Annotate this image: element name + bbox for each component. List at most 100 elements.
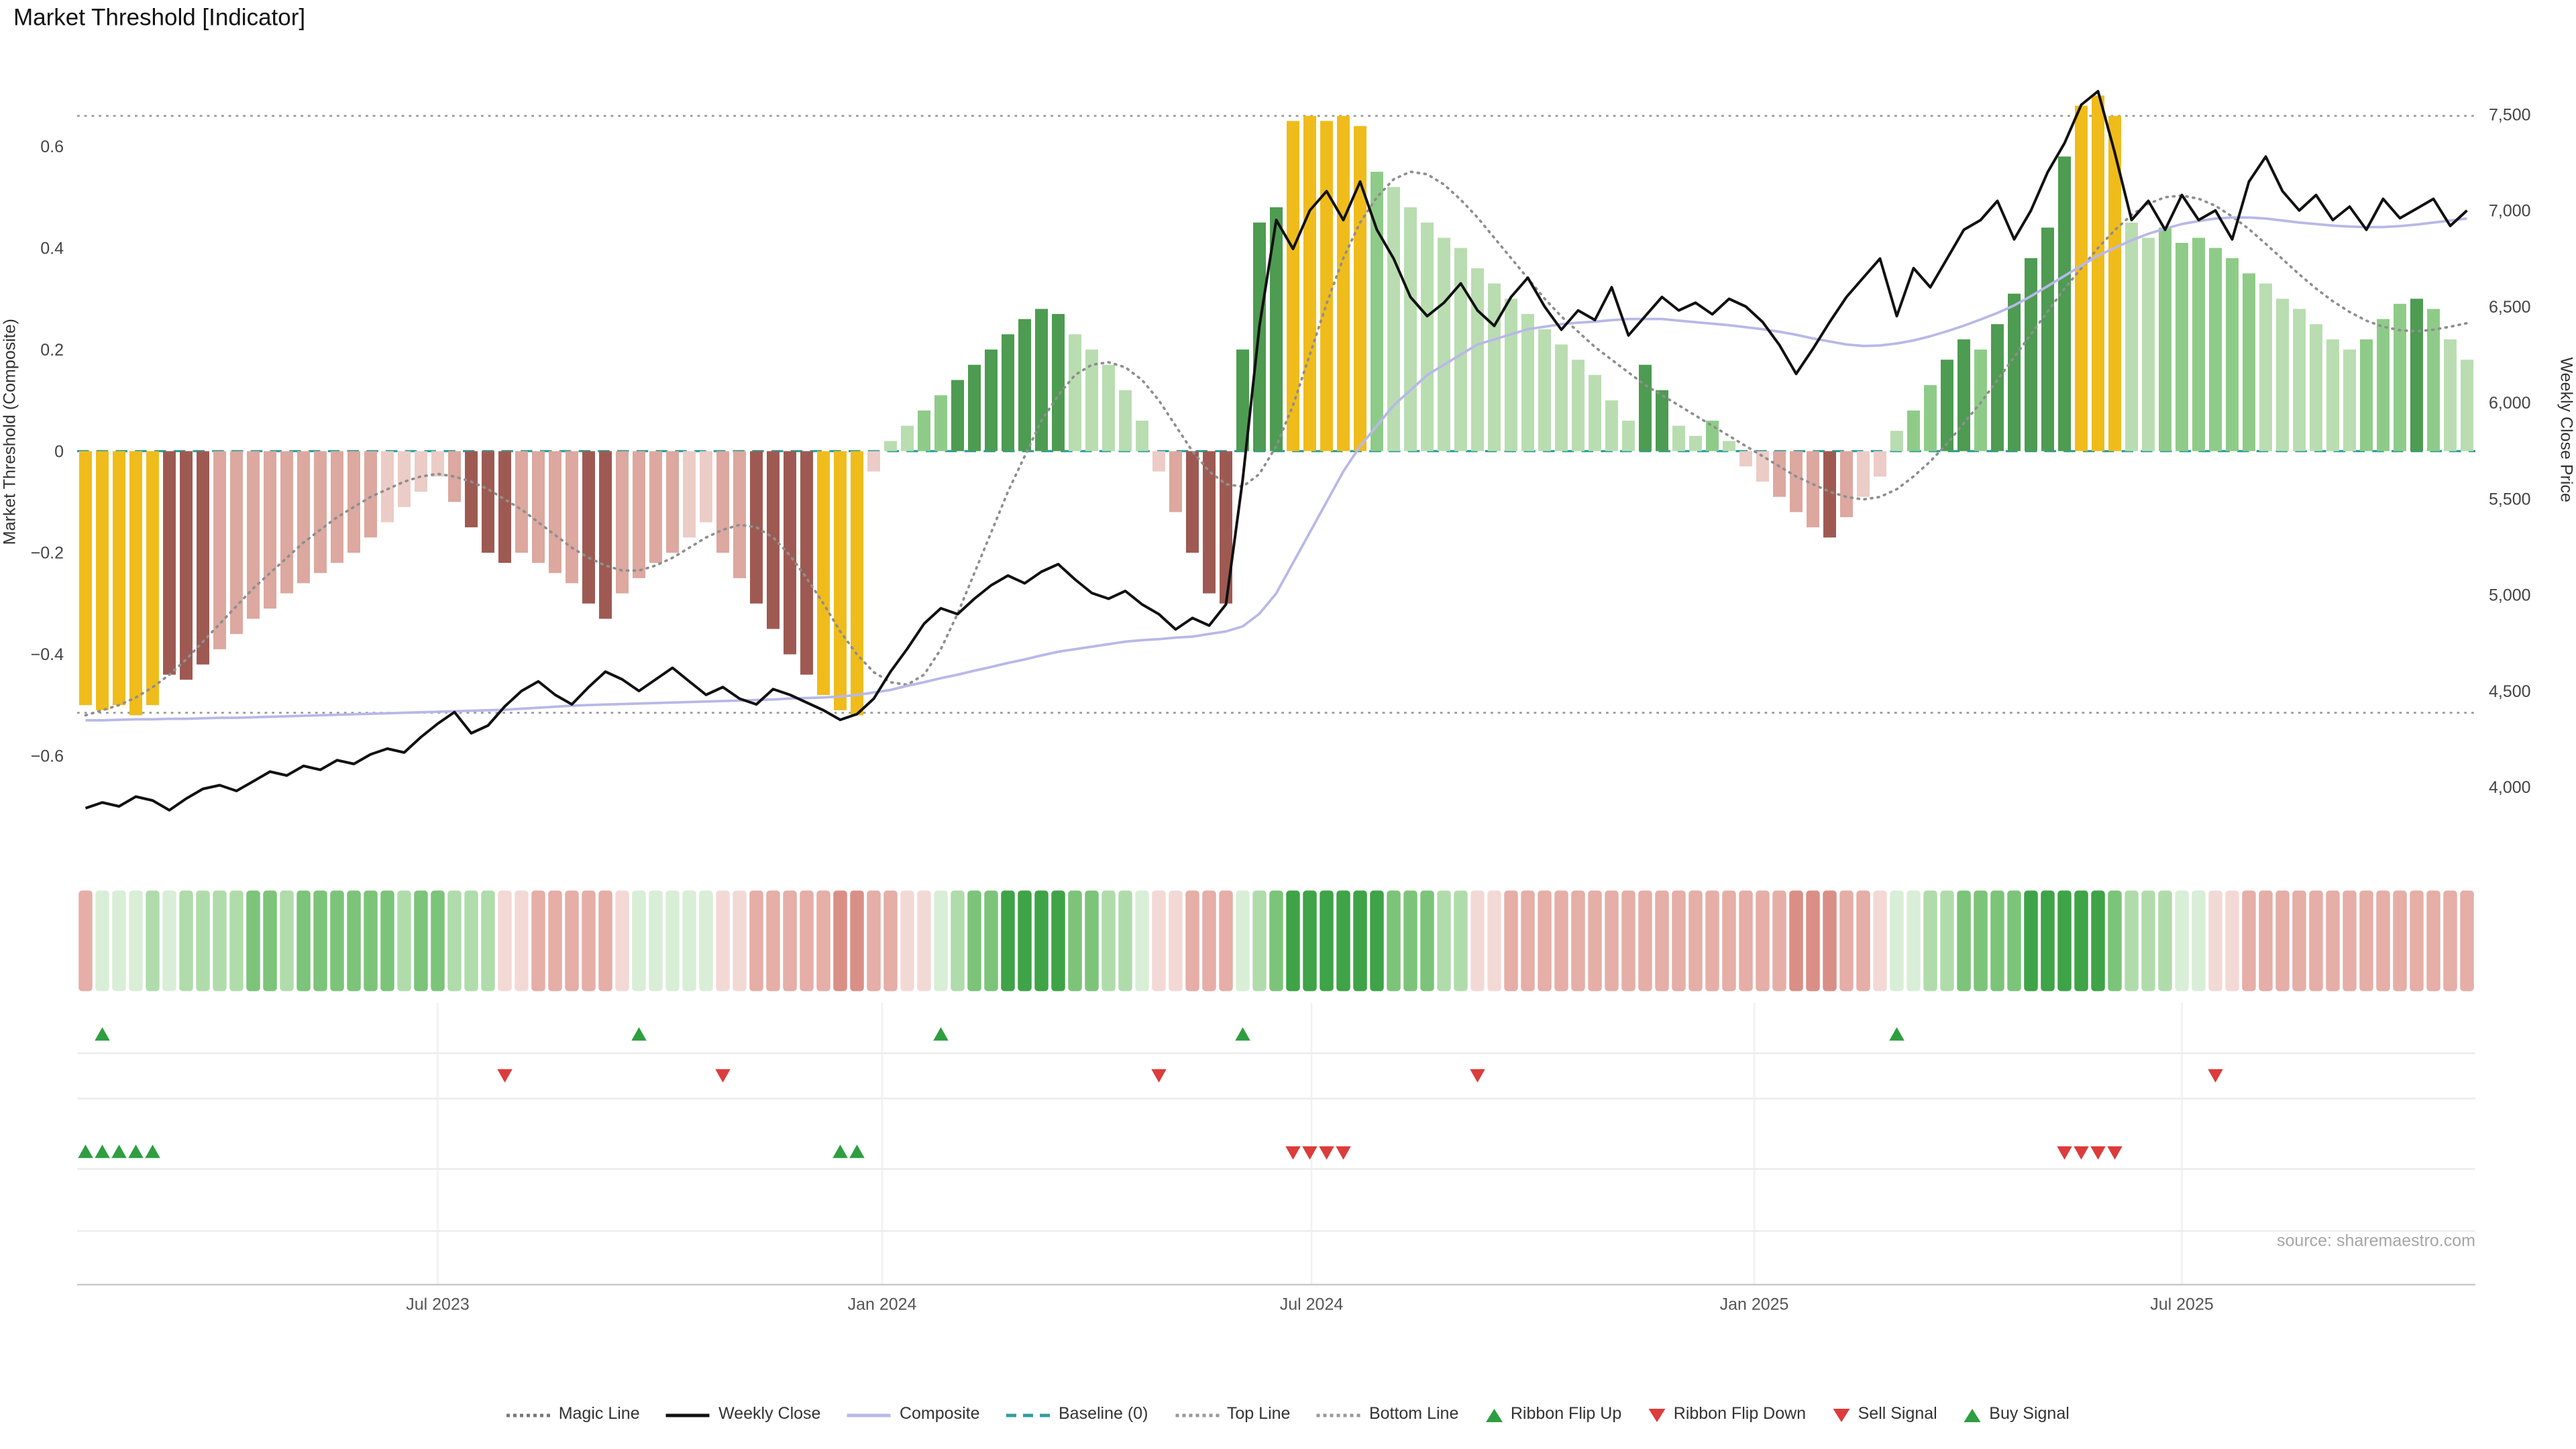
threshold-bar <box>79 451 92 706</box>
ribbon-cell <box>464 890 478 991</box>
threshold-bar <box>1857 451 1870 497</box>
svg-text:Jan 2024: Jan 2024 <box>848 1295 917 1314</box>
bottom-line-glyph <box>1317 1413 1361 1417</box>
threshold-bar <box>448 451 462 502</box>
ribbon-cell <box>598 890 612 991</box>
threshold-bar <box>733 451 746 578</box>
threshold-bar <box>1924 385 1937 451</box>
threshold-bar <box>1035 309 1048 451</box>
svg-text:0: 0 <box>54 442 64 461</box>
ribbon-cell <box>1169 890 1183 991</box>
threshold-bar <box>2310 324 2322 451</box>
ribbon-cell <box>716 890 730 991</box>
ribbon-cell <box>1370 890 1384 991</box>
threshold-bar <box>113 451 125 706</box>
legend-item-magic-line[interactable]: Magic Line <box>506 1405 640 1424</box>
legend-item-baseline-0[interactable]: Baseline (0) <box>1006 1405 1148 1424</box>
legend-item-ribbon-flip-down[interactable]: Ribbon Flip Down <box>1648 1405 1806 1424</box>
threshold-bar <box>247 451 260 619</box>
threshold-bar <box>2343 350 2356 451</box>
ribbon-flip-up-marker <box>1235 1027 1250 1041</box>
svg-text:5,000: 5,000 <box>2489 586 2531 605</box>
threshold-bar <box>1337 115 1350 451</box>
ribbon-cell <box>833 890 847 991</box>
ribbon-cell <box>1890 890 1904 991</box>
sell-signal-marker <box>1336 1146 1351 1160</box>
ribbon-cell <box>1001 890 1015 991</box>
buy-signal-marker <box>128 1144 144 1159</box>
ribbon-cell <box>632 890 646 991</box>
ribbon-cell <box>481 890 495 991</box>
legend-label: Magic Line <box>558 1405 640 1424</box>
ribbon-cell <box>112 890 126 991</box>
threshold-bar <box>2427 309 2440 451</box>
threshold-bar <box>884 441 897 451</box>
svg-text:Jul 2025: Jul 2025 <box>2150 1295 2214 1314</box>
ribbon-cell <box>1990 890 2004 991</box>
threshold-bar <box>331 451 343 564</box>
ribbon-cell <box>1286 890 1300 991</box>
ribbon-cell <box>934 890 948 991</box>
threshold-bar <box>398 451 411 507</box>
ribbon-cell <box>1236 890 1250 991</box>
threshold-bar <box>1303 115 1316 451</box>
threshold-bar <box>515 451 529 553</box>
ribbon-cell <box>1655 890 1669 991</box>
ribbon-cell <box>2376 890 2390 991</box>
legend-label: Sell Signal <box>1858 1405 1937 1424</box>
ribbon-flip-up-glyph <box>1485 1407 1503 1421</box>
ribbon-cell <box>1705 890 1719 991</box>
svg-text:Jul 2024: Jul 2024 <box>1280 1295 1344 1314</box>
legend-item-composite[interactable]: Composite <box>847 1405 980 1424</box>
ribbon-cell <box>1789 890 1803 991</box>
ribbon-cell <box>1806 890 1820 991</box>
ribbon-cell <box>213 890 227 991</box>
legend-item-top-line[interactable]: Top Line <box>1175 1405 1290 1424</box>
threshold-bar <box>2293 309 2306 451</box>
threshold-bar <box>1220 451 1232 604</box>
page-title: Market Threshold [Indicator] <box>13 3 306 30</box>
ribbon-cell <box>1102 890 1116 991</box>
ribbon-cell <box>1739 890 1753 991</box>
legend-item-weekly-close[interactable]: Weekly Close <box>666 1405 820 1424</box>
legend-item-buy-signal[interactable]: Buy Signal <box>1964 1405 2070 1424</box>
ribbon-cell <box>883 890 898 991</box>
ribbon-cell <box>2192 890 2206 991</box>
threshold-bar <box>1488 283 1501 451</box>
threshold-bar <box>867 451 880 472</box>
ribbon-cell <box>1621 890 1635 991</box>
svg-text:0.4: 0.4 <box>40 239 64 258</box>
threshold-bar <box>1890 431 1903 451</box>
ribbon-cell <box>2359 890 2373 991</box>
threshold-bar <box>800 451 813 675</box>
ribbon-cell <box>1353 890 1367 991</box>
ribbon-cell <box>1118 890 1132 991</box>
threshold-bar <box>197 451 209 665</box>
threshold-bar <box>2243 273 2255 451</box>
ribbon-cell <box>2343 890 2357 991</box>
buy-signal-marker <box>833 1144 848 1159</box>
legend-item-bottom-line[interactable]: Bottom Line <box>1317 1405 1458 1424</box>
ribbon-cell <box>2141 890 2155 991</box>
sell-signal-marker <box>1302 1146 1318 1160</box>
ribbon-cell <box>1085 890 1099 991</box>
threshold-bar <box>2444 339 2457 451</box>
threshold-bar <box>1874 451 1886 477</box>
legend-item-sell-signal[interactable]: Sell Signal <box>1833 1405 1937 1424</box>
threshold-bar <box>767 451 780 629</box>
ribbon-cell <box>1437 890 1451 991</box>
threshold-bar <box>96 451 109 710</box>
threshold-bar <box>2008 293 2021 451</box>
ribbon-cell <box>129 890 143 991</box>
ribbon-cell <box>2292 890 2306 991</box>
legend-item-ribbon-flip-up[interactable]: Ribbon Flip Up <box>1485 1405 1621 1424</box>
threshold-bar <box>716 451 729 553</box>
ribbon-cell <box>1219 890 1233 991</box>
ribbon-cell <box>1135 890 1149 991</box>
legend-label: Ribbon Flip Up <box>1510 1405 1622 1424</box>
threshold-bar <box>1589 374 1601 451</box>
ribbon-cell <box>2108 890 2122 991</box>
sell-signal-marker <box>2107 1146 2123 1160</box>
threshold-bar <box>465 451 478 528</box>
